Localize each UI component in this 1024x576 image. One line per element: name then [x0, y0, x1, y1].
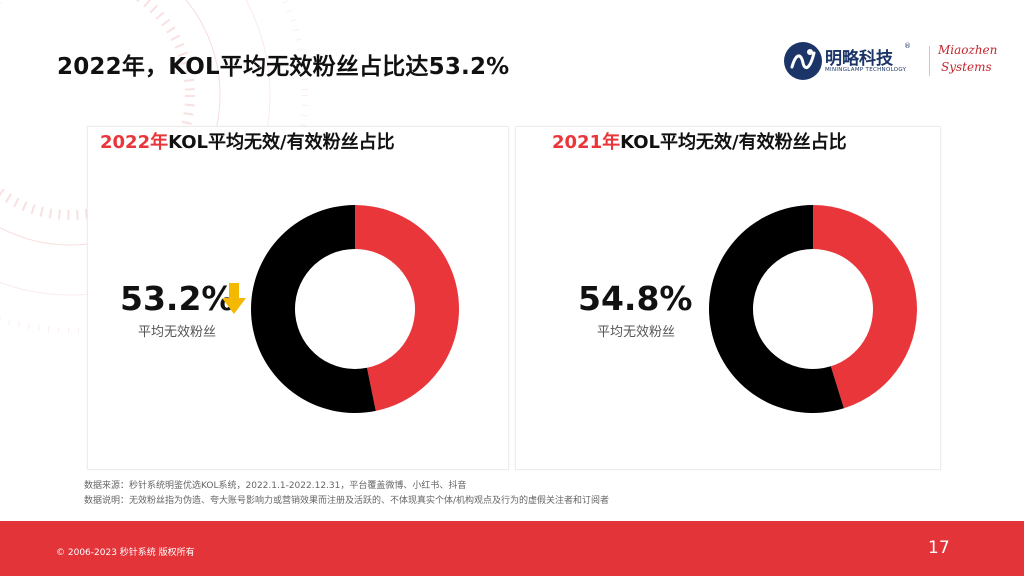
copyright-text: © 2006-2023 秒针系统 版权所有 [56, 548, 195, 558]
miaozhen-logo-line1: Miaozhen [938, 43, 998, 57]
logo-divider [929, 46, 930, 76]
logo-chinese-name: 明略科技 [825, 49, 893, 69]
chart-title-year: 2022年 [100, 132, 169, 153]
label-2022: 平均无效粉丝 [138, 325, 217, 340]
value-2021: 54.8% [578, 279, 693, 318]
logo-english-name: MININGLAMP TECHNOLOGY [825, 67, 907, 73]
company-logo: 明略科技 ® MININGLAMP TECHNOLOGY Miaozhen Sy… [783, 40, 997, 82]
label-2021: 平均无效粉丝 [597, 325, 676, 340]
data-source-note: 数据来源：秒针系统明鉴优选KOL系统，2022.1.1-2022.12.31，平… [84, 481, 467, 491]
chart-title-text: KOL平均无效/有效粉丝占比 [168, 132, 395, 153]
chart-title-year: 2021年 [552, 132, 621, 153]
chart-title-2021: 2021年KOL平均无效/有效粉丝占比 [552, 128, 847, 154]
chart-title-2022: 2022年KOL平均无效/有效粉丝占比 [100, 128, 395, 154]
chart-title-text: KOL平均无效/有效粉丝占比 [620, 132, 847, 153]
logo-registered-mark: ® [904, 42, 911, 50]
footnotes: 数据来源：秒针系统明鉴优选KOL系统，2022.1.1-2022.12.31，平… [84, 479, 609, 509]
mininglamp-logo-icon [784, 42, 822, 80]
page-title: 2022年，KOL平均无效粉丝占比达53.2% [57, 54, 510, 80]
arrow-down-icon [222, 283, 246, 314]
data-explanation-note: 数据说明：无效粉丝指为伪造、夸大账号影响力或营销效果而注册及活跃的、不体现真实个… [84, 496, 610, 506]
footer-bar [0, 521, 1024, 576]
donut-slice-effective [813, 205, 917, 409]
miaozhen-logo-line2: Systems [941, 60, 992, 74]
value-2022: 53.2% [120, 279, 235, 318]
donut-slice-ineffective [250, 205, 376, 413]
donut-chart-2022 [250, 205, 459, 413]
donut-slice-ineffective [709, 205, 844, 413]
page-number: 17 [928, 538, 950, 558]
donut-slice-effective [355, 205, 459, 411]
donut-chart-2021 [709, 205, 917, 413]
